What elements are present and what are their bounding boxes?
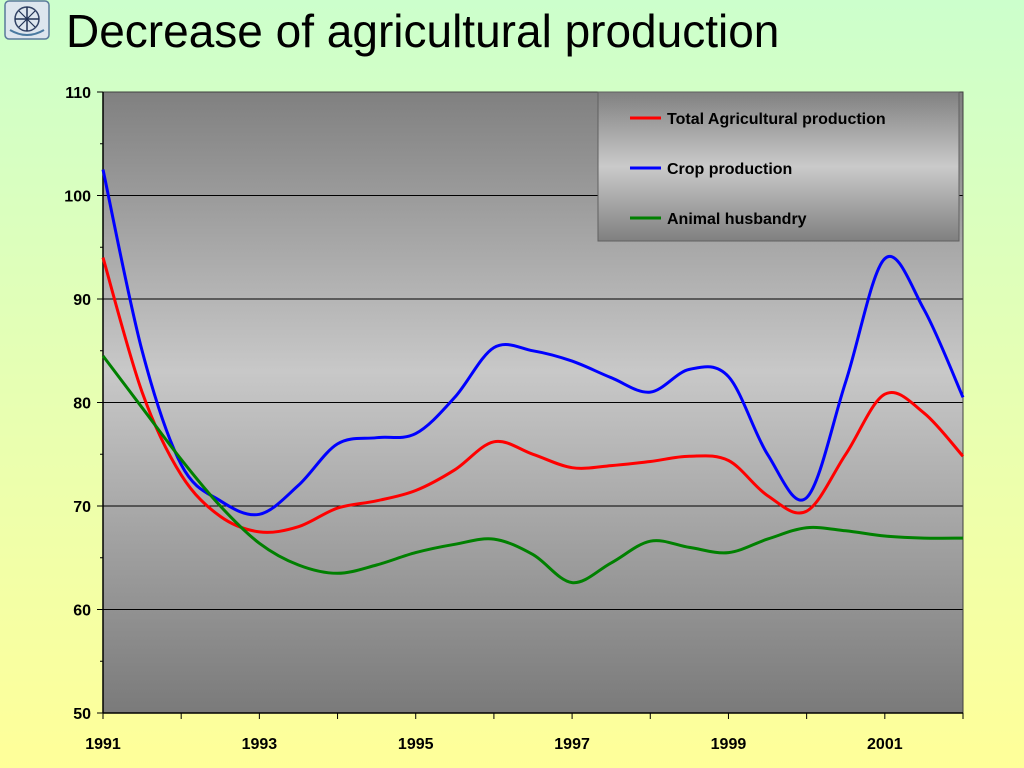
y-tick-label: 70: [73, 499, 91, 516]
x-tick-label: 1995: [398, 736, 434, 753]
x-tick-label: 1997: [554, 736, 590, 753]
legend-entry: Total Agricultural production: [667, 111, 886, 128]
y-tick-label: 110: [65, 85, 91, 102]
legend-entry: Crop production: [667, 161, 792, 178]
university-emblem-icon: [4, 0, 50, 40]
series-line-total-agricultural-production: [101, 257, 965, 534]
x-tick-label: 1991: [85, 736, 121, 753]
legend-entry: Animal husbandry: [667, 211, 807, 228]
y-tick-label: 60: [73, 603, 91, 620]
y-tick-label: 80: [73, 396, 91, 413]
y-tick-label: 50: [73, 706, 91, 723]
x-tick-label: 1993: [242, 736, 278, 753]
y-tick-label: 100: [64, 189, 91, 206]
x-tick-label: 1999: [711, 736, 747, 753]
x-tick-label: 2001: [867, 736, 903, 753]
series-line-crop-production: [101, 169, 965, 517]
y-tick-label: 90: [73, 292, 91, 309]
series-line-animal-husbandry: [101, 355, 964, 585]
page-title: Decrease of agricultural production: [66, 5, 780, 57]
